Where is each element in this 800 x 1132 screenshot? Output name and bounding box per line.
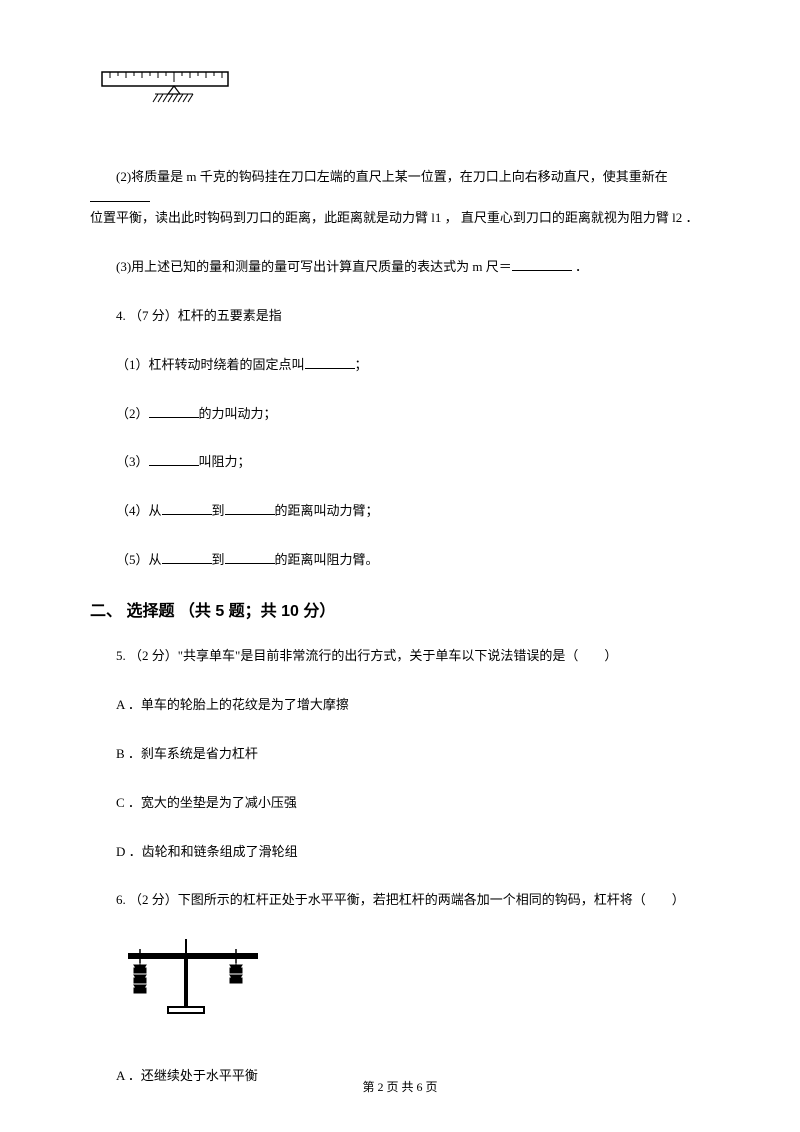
q4-p4-pre: （4）从	[116, 503, 162, 518]
q4-p5-blank2[interactable]	[225, 550, 275, 564]
q4-p1-blank[interactable]	[305, 355, 355, 369]
question-4-intro: 4. （7 分）杠杆的五要素是指	[90, 306, 710, 327]
q4-p2-pre: （2）	[116, 406, 149, 421]
q4-p3-pre: （3）	[116, 454, 149, 469]
section-2-heading: 二、 选择题 （共 5 题；共 10 分）	[90, 599, 710, 625]
q5-option-c: C ．宽大的坐垫是为了减小压强	[90, 793, 710, 814]
q3-text-pre: (3)用上述已知的量和测量的量可写出计算直尺质量的表达式为 m 尺＝	[116, 259, 512, 274]
q4-p1-pre: （1）杠杆转动时绕着的固定点叫	[116, 357, 305, 372]
q5-option-d: D ．齿轮和和链条组成了滑轮组	[90, 842, 710, 863]
q4-p5-blank1[interactable]	[162, 550, 212, 564]
question-5-stem: 5. （2 分）"共享单车"是目前非常流行的出行方式，关于单车以下说法错误的是（…	[90, 646, 710, 667]
lever-figure	[118, 939, 710, 1041]
q4-p4-blank1[interactable]	[162, 501, 212, 515]
q4-part5: （5）从 到 的距离叫阻力臂。	[90, 550, 710, 571]
question-6-stem: 6. （2 分）下图所示的杠杆正处于水平平衡，若把杠杆的两端各加一个相同的钩码，…	[90, 890, 710, 911]
page-footer: 第 2 页 共 6 页	[0, 1078, 800, 1097]
q4-part3: （3） 叫阻力；	[90, 452, 710, 473]
q4-p4-post: 的距离叫动力臂；	[275, 503, 379, 518]
q4-p5-pre: （5）从	[116, 552, 162, 567]
q4-part1: （1）杠杆转动时绕着的固定点叫 ；	[90, 355, 710, 376]
question-3: (3)用上述已知的量和测量的量可写出计算直尺质量的表达式为 m 尺＝ ．	[90, 257, 710, 278]
q4-p3-post: 叫阻力；	[199, 454, 251, 469]
q4-p2-blank[interactable]	[149, 404, 199, 418]
q4-p5-post: 的距离叫阻力臂。	[275, 552, 379, 567]
page-content: (2)将质量是 m 千克的钩码挂在刀口左端的直尺上某一位置，在刀口上向右移动直尺…	[0, 0, 800, 1087]
q4-p4-mid: 到	[212, 503, 225, 518]
ruler-figure	[100, 70, 710, 117]
q3-blank[interactable]	[512, 257, 572, 271]
question-2: (2)将质量是 m 千克的钩码挂在刀口左端的直尺上某一位置，在刀口上向右移动直尺…	[90, 167, 710, 229]
q2-text-line2: 位置平衡，读出此时钩码到刀口的距离，此距离就是动力臂 l1 ， 直尺重心到刀口的…	[90, 210, 698, 225]
q4-p4-blank2[interactable]	[225, 501, 275, 515]
q3-text-post: ．	[572, 259, 588, 274]
q4-p5-mid: 到	[212, 552, 225, 567]
q5-option-b: B ．刹车系统是省力杠杆	[90, 744, 710, 765]
q4-part4: （4）从 到 的距离叫动力臂；	[90, 501, 710, 522]
q4-p2-post: 的力叫动力；	[199, 406, 277, 421]
q5-option-a: A ．单车的轮胎上的花纹是为了增大摩擦	[90, 695, 710, 716]
q4-part2: （2） 的力叫动力；	[90, 404, 710, 425]
q4-p1-post: ；	[355, 357, 368, 372]
q4-p3-blank[interactable]	[149, 452, 199, 466]
q2-text-pre: (2)将质量是 m 千克的钩码挂在刀口左端的直尺上某一位置，在刀口上向右移动直尺…	[90, 169, 668, 184]
q2-blank[interactable]	[90, 188, 150, 202]
